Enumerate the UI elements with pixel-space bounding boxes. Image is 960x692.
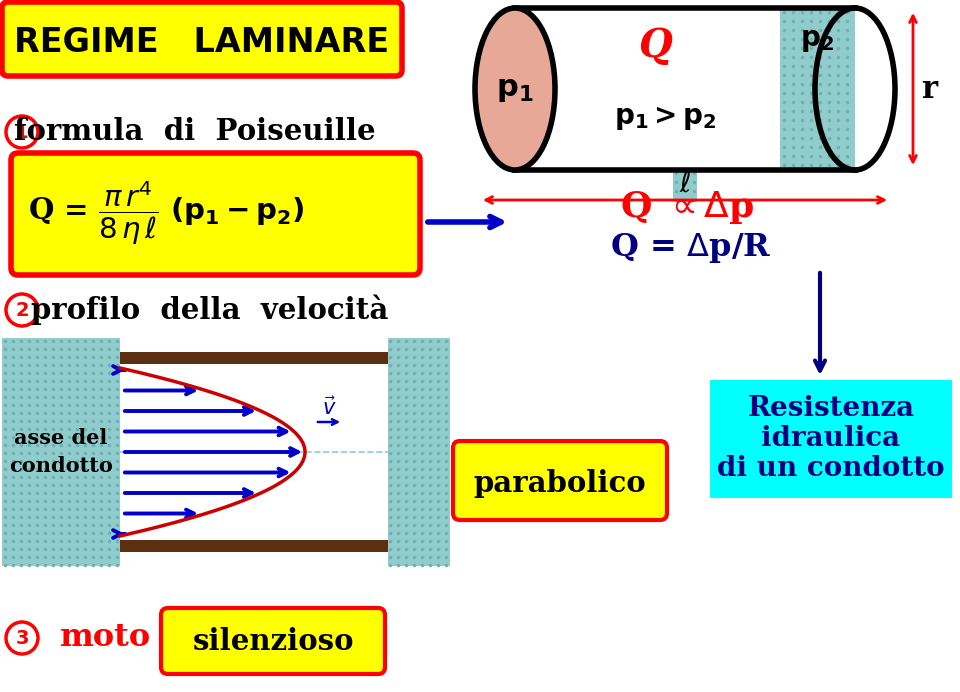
Text: moto: moto — [60, 623, 151, 653]
Text: Q: Q — [638, 27, 672, 65]
FancyBboxPatch shape — [453, 441, 667, 520]
Text: Q $\propto\Delta$p: Q $\propto\Delta$p — [620, 190, 755, 226]
Text: $\mathbf{p_2}$: $\mathbf{p_2}$ — [800, 26, 834, 53]
FancyBboxPatch shape — [11, 153, 420, 275]
Ellipse shape — [475, 8, 555, 170]
FancyBboxPatch shape — [710, 380, 952, 498]
Text: 3: 3 — [15, 628, 29, 648]
Bar — [388, 338, 450, 566]
Text: $\mathbf{p_1}$: $\mathbf{p_1}$ — [496, 73, 534, 104]
Text: Resistenza: Resistenza — [748, 394, 915, 421]
Text: idraulica: idraulica — [761, 424, 900, 451]
Text: $\vec{v}$: $\vec{v}$ — [322, 397, 336, 419]
Text: condotto: condotto — [9, 456, 113, 476]
FancyBboxPatch shape — [2, 2, 402, 76]
Bar — [515, 8, 855, 170]
Text: 2: 2 — [15, 300, 29, 320]
Circle shape — [6, 622, 38, 654]
Text: Q = $\dfrac{\pi\,r^4}{8\,\eta\,\ell}$ $\mathbf{(p_1 - p_2)}$: Q = $\dfrac{\pi\,r^4}{8\,\eta\,\ell}$ $\… — [28, 179, 304, 246]
Text: di un condotto: di un condotto — [717, 455, 945, 482]
Text: profilo  della  velocità: profilo della velocità — [32, 295, 389, 325]
Text: REGIME   LAMINARE: REGIME LAMINARE — [14, 26, 390, 59]
Text: formula  di  Poiseuille: formula di Poiseuille — [14, 118, 375, 147]
Bar — [780, 8, 855, 170]
Bar — [120, 540, 388, 552]
Text: r: r — [921, 73, 937, 104]
FancyBboxPatch shape — [161, 608, 385, 674]
Text: silenzioso: silenzioso — [192, 626, 353, 655]
Text: 1: 1 — [15, 122, 29, 141]
Text: $\mathbf{p_1 > p_2}$: $\mathbf{p_1 > p_2}$ — [613, 104, 716, 132]
Circle shape — [6, 294, 38, 326]
Text: parabolico: parabolico — [473, 468, 646, 498]
Text: asse del: asse del — [14, 428, 108, 448]
Text: Q = $\Delta$p/R: Q = $\Delta$p/R — [610, 231, 772, 265]
Bar — [673, 170, 697, 202]
Bar — [2, 338, 120, 566]
Text: $\ell$: $\ell$ — [679, 171, 691, 198]
Bar — [120, 352, 388, 364]
Circle shape — [6, 116, 38, 148]
Bar — [120, 356, 388, 548]
